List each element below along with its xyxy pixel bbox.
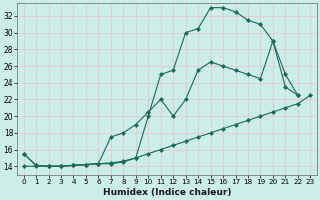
X-axis label: Humidex (Indice chaleur): Humidex (Indice chaleur) (103, 188, 231, 197)
